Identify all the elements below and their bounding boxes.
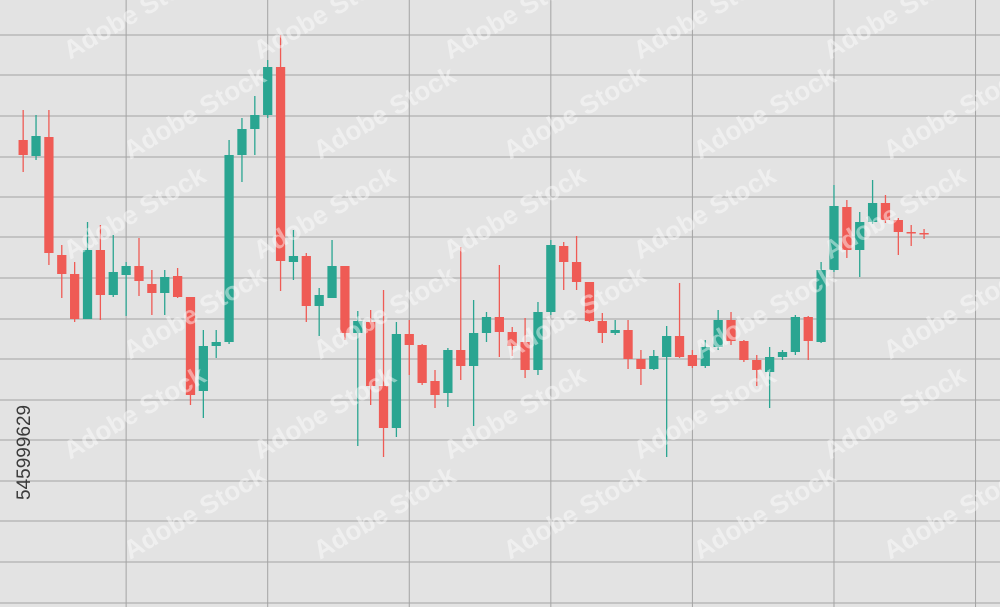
candle-body <box>507 332 517 346</box>
candle-body <box>829 206 839 270</box>
candle-body <box>327 266 337 298</box>
candle-body <box>430 381 440 395</box>
candle-body <box>18 140 28 155</box>
candle-body <box>855 222 865 250</box>
candle-body <box>314 295 324 306</box>
candle-body <box>893 220 903 232</box>
candle-body <box>610 330 620 333</box>
candle-body <box>559 246 569 262</box>
candle-body <box>494 317 504 332</box>
candle-body <box>481 317 492 333</box>
candle-body <box>134 266 144 281</box>
candle-body <box>211 342 221 346</box>
candle-body <box>636 359 646 369</box>
candle-body <box>790 317 800 352</box>
candle-body <box>468 333 479 366</box>
candle-body <box>198 346 208 391</box>
candles <box>18 35 929 457</box>
candle-body <box>121 266 131 275</box>
candle-body <box>160 277 170 293</box>
candle-body <box>443 350 453 393</box>
candle-body <box>546 245 556 312</box>
candle-body <box>366 322 376 386</box>
candle-body <box>662 336 672 357</box>
candle-body <box>57 255 67 274</box>
candle-body <box>649 356 659 369</box>
candle-body <box>224 155 234 342</box>
candle-body <box>391 334 402 428</box>
candle-body <box>417 345 427 383</box>
candle-body <box>70 274 80 319</box>
candle-body <box>687 355 698 366</box>
candle-body <box>288 256 299 262</box>
candle-body <box>31 136 41 156</box>
candle-body <box>378 386 389 428</box>
candle-body <box>584 282 595 321</box>
candle-body <box>353 321 363 333</box>
candle-body <box>777 352 788 357</box>
candle-body <box>880 203 891 220</box>
candle-body <box>842 207 852 250</box>
candle-body <box>95 250 106 295</box>
candle-body <box>44 137 54 253</box>
candle-body <box>906 232 916 234</box>
candle-body <box>571 262 582 282</box>
candle-body <box>533 312 543 370</box>
candle-body <box>147 284 157 293</box>
candle-body <box>404 334 414 345</box>
candle-body <box>597 321 607 333</box>
candle-body <box>185 297 196 395</box>
candle-body <box>919 233 929 235</box>
candle-body <box>172 276 183 297</box>
candle-body <box>250 115 260 129</box>
candle-body <box>726 320 736 341</box>
candle-body <box>340 266 350 333</box>
candle-body <box>713 320 723 347</box>
candle-body <box>867 203 878 222</box>
candle-body <box>301 256 311 306</box>
candle-body <box>803 317 813 341</box>
candle-body <box>237 129 247 155</box>
candle-body <box>456 350 466 366</box>
candle-body <box>108 272 118 295</box>
candle-body <box>520 342 530 370</box>
candle-body <box>82 250 93 319</box>
candle-body <box>674 336 685 357</box>
candle-body <box>700 347 710 366</box>
candle-body <box>623 330 633 359</box>
candle-body <box>263 67 273 115</box>
candle-body <box>752 360 762 370</box>
stock-id: 545999629 <box>14 405 35 500</box>
candle-body <box>739 341 749 360</box>
candle-body <box>764 357 775 372</box>
candle-body <box>816 270 826 342</box>
candle-body <box>275 67 286 261</box>
